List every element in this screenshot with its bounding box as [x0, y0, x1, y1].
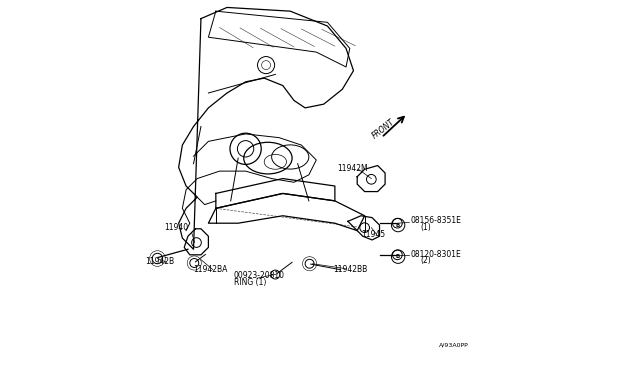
Text: FRONT: FRONT — [370, 117, 396, 140]
Text: 11942BB: 11942BB — [333, 265, 367, 274]
Text: A/93A0PP: A/93A0PP — [439, 343, 468, 348]
Text: (1): (1) — [420, 223, 431, 232]
Text: 11940: 11940 — [164, 222, 189, 231]
Text: 11942B: 11942B — [145, 257, 174, 266]
Text: 11945: 11945 — [361, 230, 385, 239]
Text: 11942BA: 11942BA — [193, 264, 227, 273]
Text: RING (1): RING (1) — [234, 278, 266, 286]
Text: 08120-8301E: 08120-8301E — [410, 250, 461, 259]
Text: 08156-8351E: 08156-8351E — [410, 216, 461, 225]
Text: 00923-20810: 00923-20810 — [234, 271, 285, 280]
Text: (2): (2) — [420, 256, 431, 265]
Text: B: B — [396, 222, 400, 228]
Text: B: B — [396, 254, 400, 259]
Text: 11942M: 11942M — [337, 164, 367, 173]
